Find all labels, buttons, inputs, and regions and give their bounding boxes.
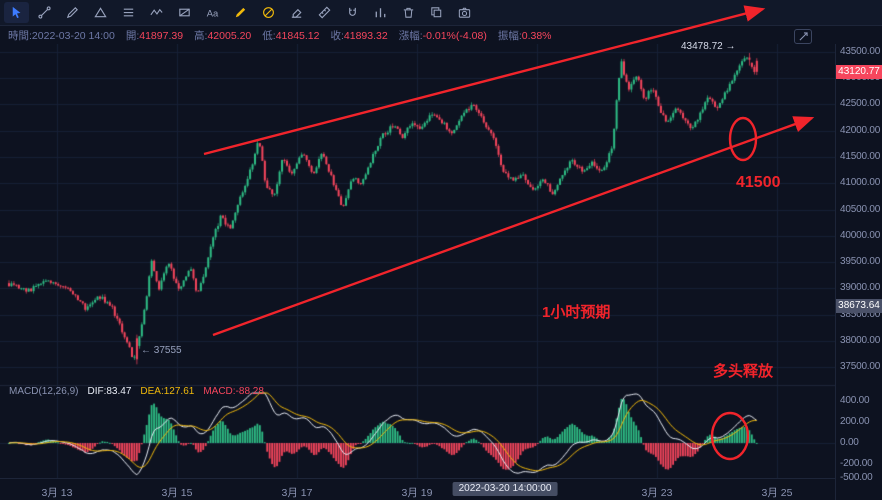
tool-brush-icon[interactable]: [60, 2, 85, 23]
tool-magnet-icon[interactable]: [340, 2, 365, 23]
selected-time-badge: 2022-03-20 14:00:00: [452, 482, 558, 496]
candle-low: 低:41845.12: [262, 28, 319, 43]
candle-close: 收:41893.32: [330, 28, 387, 43]
tool-horizontal-lines-icon[interactable]: [116, 2, 141, 23]
tool-cursor-icon[interactable]: [4, 2, 29, 23]
last-price-badge: 43120.77: [836, 64, 882, 79]
low-price-marker: ← 37555: [141, 345, 182, 356]
open-value: 41897.39: [139, 30, 184, 42]
time-axis-label[interactable]: 3月 19: [401, 487, 433, 499]
macd-axis-label: 400.00: [840, 395, 870, 406]
macd-dea-value: DEA:127.61: [140, 386, 195, 397]
candle-change: 漲幅:-0.01%(-4.08): [399, 28, 487, 43]
price-axis-label: 37500.00: [840, 361, 881, 373]
price-axis-label: 39500.00: [840, 256, 881, 268]
tool-ban-circle-icon[interactable]: [256, 2, 281, 23]
tool-ruler-icon[interactable]: [312, 2, 337, 23]
high-price-marker: 43478.72 →: [681, 41, 736, 52]
macd-hist-value: MACD:-88.28: [203, 386, 264, 397]
time-value: 2022-03-20 14:00: [31, 30, 115, 42]
tool-marker-icon[interactable]: [228, 2, 253, 23]
macd-axis-label: -500.00: [840, 472, 873, 483]
candle-time: 時間:2022-03-20 14:00: [8, 28, 115, 43]
low-value: 41845.12: [275, 30, 320, 42]
svg-text:Aa: Aa: [207, 8, 219, 18]
time-axis[interactable]: 2022-03-20 14:00:00 3月 13 3月 15 3月 17 3月 19…: [0, 478, 836, 500]
price-axis-label: 38000.00: [840, 334, 881, 346]
time-axis-label[interactable]: 3月 13: [41, 487, 73, 499]
tool-bars-icon[interactable]: [368, 2, 393, 23]
price-axis-label: 41000.00: [840, 177, 881, 189]
candle-amplitude: 振幅:0.38%: [498, 28, 552, 43]
annotation-price-level-text[interactable]: 41500: [736, 174, 781, 191]
tool-text-icon[interactable]: Aa: [200, 2, 225, 23]
price-axis-label: 40000.00: [840, 229, 881, 241]
price-axis-label: 41500.00: [840, 151, 881, 162]
close-value: 41893.32: [343, 30, 388, 42]
ohlc-info-bar: 時間:2022-03-20 14:00 開:41897.39 高:42005.2…: [8, 28, 552, 43]
time-label: 時間:: [8, 30, 32, 42]
macd-axis-label: 0.00: [840, 437, 859, 448]
candle-open: 開:41897.39: [126, 28, 183, 43]
time-axis-label[interactable]: 3月 25: [761, 487, 793, 499]
macd-axis-label: -200.00: [840, 458, 873, 469]
macd-params: MACD(12,26,9): [9, 386, 79, 397]
tool-trash-icon[interactable]: [396, 2, 421, 23]
time-axis-label[interactable]: 3月 23: [641, 487, 673, 499]
tool-copy-icon[interactable]: [424, 2, 449, 23]
open-label: 開:: [125, 30, 140, 42]
macd-indicator-header[interactable]: MACD(12,26,9) DIF:83.47 DEA:127.61 MACD:…: [9, 386, 264, 397]
tool-eraser-icon[interactable]: [284, 2, 309, 23]
candlestick-chart-canvas[interactable]: [0, 44, 835, 500]
change-label: 漲幅:: [398, 30, 423, 42]
price-axis[interactable]: 43500.0043000.0042500.0042000.0041500.00…: [835, 44, 882, 500]
annotation-hourly-expectation-text[interactable]: 1小时预期: [542, 304, 611, 321]
close-label: 收:: [330, 30, 344, 42]
change-value: -0.01%(-4.08): [422, 30, 487, 42]
high-label: 高:: [194, 30, 208, 42]
macd-axis-label: 200.00: [840, 416, 870, 427]
tool-pattern-rect-icon[interactable]: [172, 2, 197, 23]
annotation-bull-release-text[interactable]: 多头释放: [713, 363, 774, 380]
price-axis-label: 40500.00: [840, 203, 881, 215]
fullscreen-icon[interactable]: [794, 29, 812, 44]
price-axis-label: 38500.00: [840, 308, 881, 320]
tool-trend-line-icon[interactable]: [32, 2, 57, 23]
amplitude-label: 振幅:: [497, 30, 522, 42]
price-axis-label: 42500.00: [840, 98, 881, 110]
tool-wave-icon[interactable]: [144, 2, 169, 23]
low-label: 低:: [262, 30, 276, 42]
tool-triangle-icon[interactable]: [88, 2, 113, 23]
tool-screenshot-icon[interactable]: [452, 2, 477, 23]
time-axis-label[interactable]: 3月 17: [281, 487, 313, 499]
drawing-toolbar: Aa: [0, 0, 882, 26]
price-axis-label: 43500.00: [840, 45, 881, 57]
time-axis-label[interactable]: 3月 15: [161, 487, 193, 499]
amplitude-value: 0.38%: [521, 30, 552, 42]
price-axis-label: 39000.00: [840, 282, 881, 294]
candle-high: 高:42005.20: [194, 28, 251, 43]
macd-dif-value: DIF:83.47: [87, 386, 132, 397]
marked-price-badge: 38673.64: [836, 298, 882, 313]
price-axis-label: 42000.00: [840, 124, 881, 136]
high-value: 42005.20: [207, 30, 252, 42]
